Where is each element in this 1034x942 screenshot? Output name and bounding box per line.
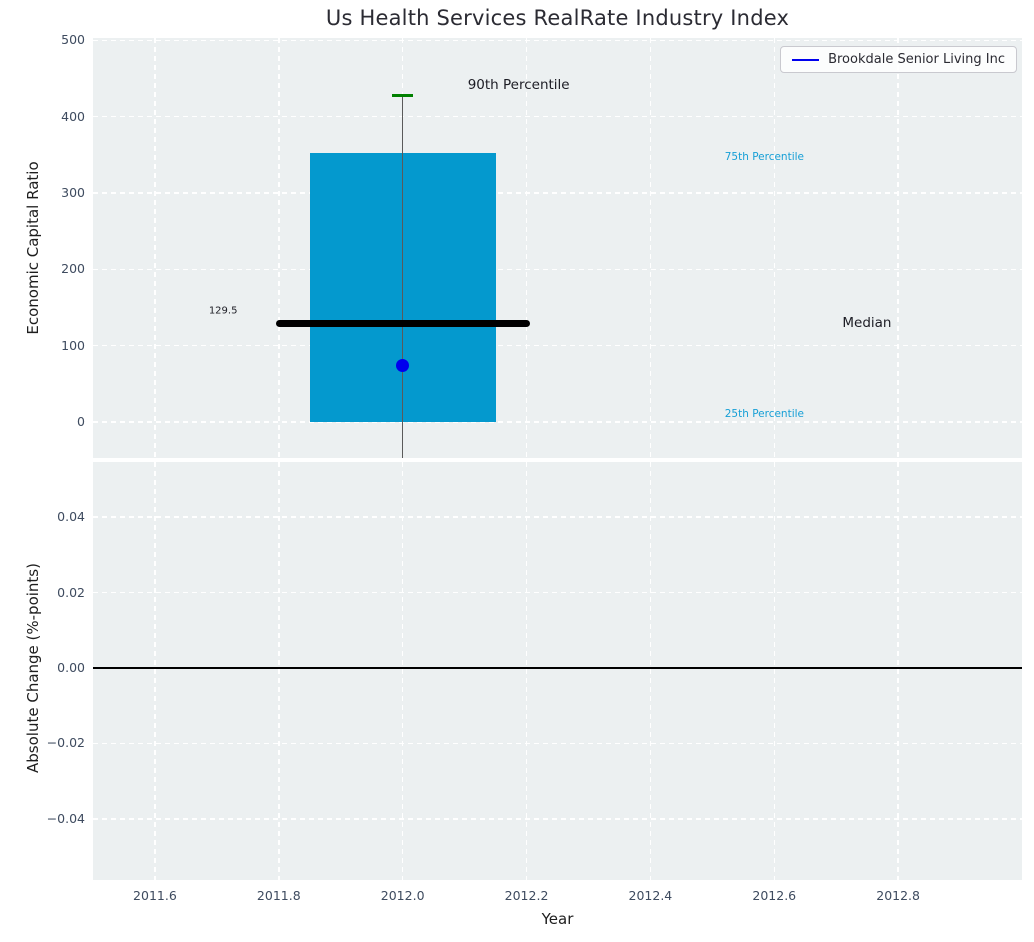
gridline-vertical: [525, 462, 528, 880]
axes-absolute-change: [93, 462, 1022, 880]
gridline-vertical: [154, 462, 156, 880]
x-tick-label: 2012.0: [380, 888, 425, 903]
x-tick-label: 2012.8: [876, 888, 920, 903]
median-line: [275, 319, 530, 327]
legend-line-icon: [792, 58, 820, 61]
y-tick-label: 300: [61, 185, 85, 201]
y-tick-label: 500: [61, 32, 85, 48]
zero-reference-line: [93, 667, 1022, 669]
y-tick-label: 0.00: [57, 659, 85, 675]
gridline-vertical: [278, 38, 280, 458]
y-tick-label: 100: [61, 337, 85, 353]
chart-title: Us Health Services RealRate Industry Ind…: [325, 6, 790, 30]
annotation-75th-percentile: 75th Percentile: [724, 151, 804, 164]
x-tick-label: 2012.6: [752, 888, 797, 903]
legend: Brookdale Senior Living Inc: [780, 46, 1017, 73]
legend-label: Brookdale Senior Living Inc: [828, 52, 1005, 67]
company-data-point: [396, 359, 410, 373]
annotation-median: Median: [842, 314, 892, 331]
gridline-vertical: [525, 38, 528, 458]
x-tick-label: 2012.4: [628, 888, 673, 903]
gridline-horizontal: [93, 516, 1022, 518]
gridline-vertical: [649, 38, 652, 458]
annotation-129-5: 129.5: [208, 305, 238, 317]
p90-cap: [392, 93, 413, 97]
gridline-horizontal: [93, 742, 1022, 745]
x-tick-label: 2012.2: [504, 888, 549, 903]
gridline-vertical: [773, 462, 776, 880]
y-tick-label: 0: [77, 414, 85, 430]
gridline-horizontal: [93, 268, 1022, 271]
y-tick-label: −0.02: [46, 735, 85, 751]
x-tick-label: 2011.6: [133, 888, 177, 903]
xlabel-year: Year: [541, 910, 574, 928]
gridline-horizontal: [93, 39, 1022, 42]
gridline-vertical: [897, 38, 899, 458]
y-tick-label: 200: [61, 261, 85, 277]
whisker-line: [401, 95, 404, 458]
gridline-horizontal: [93, 818, 1022, 820]
y-tick-label: −0.04: [46, 810, 85, 826]
gridline-horizontal: [93, 591, 1022, 594]
y-tick-label: 0.02: [57, 584, 85, 600]
gridline-horizontal: [93, 192, 1022, 194]
gridline-vertical: [278, 462, 280, 880]
gridline-vertical: [897, 462, 899, 880]
annotation-90th-percentile: 90th Percentile: [467, 77, 570, 94]
annotation-25th-percentile: 25th Percentile: [724, 408, 804, 421]
x-tick-label: 2011.8: [256, 888, 301, 903]
gridline-horizontal: [93, 421, 1022, 423]
gridline-horizontal: [93, 344, 1022, 347]
y-tick-label: 0.04: [57, 509, 85, 525]
y-tick-label: 400: [61, 108, 85, 124]
gridline-vertical: [401, 462, 404, 880]
gridline-horizontal: [93, 115, 1022, 118]
gridline-vertical: [649, 462, 652, 880]
gridline-vertical: [773, 38, 776, 458]
gridline-vertical: [154, 38, 156, 458]
axes-economic-capital-ratio: Brookdale Senior Living Inc 90th Percent…: [93, 38, 1022, 458]
